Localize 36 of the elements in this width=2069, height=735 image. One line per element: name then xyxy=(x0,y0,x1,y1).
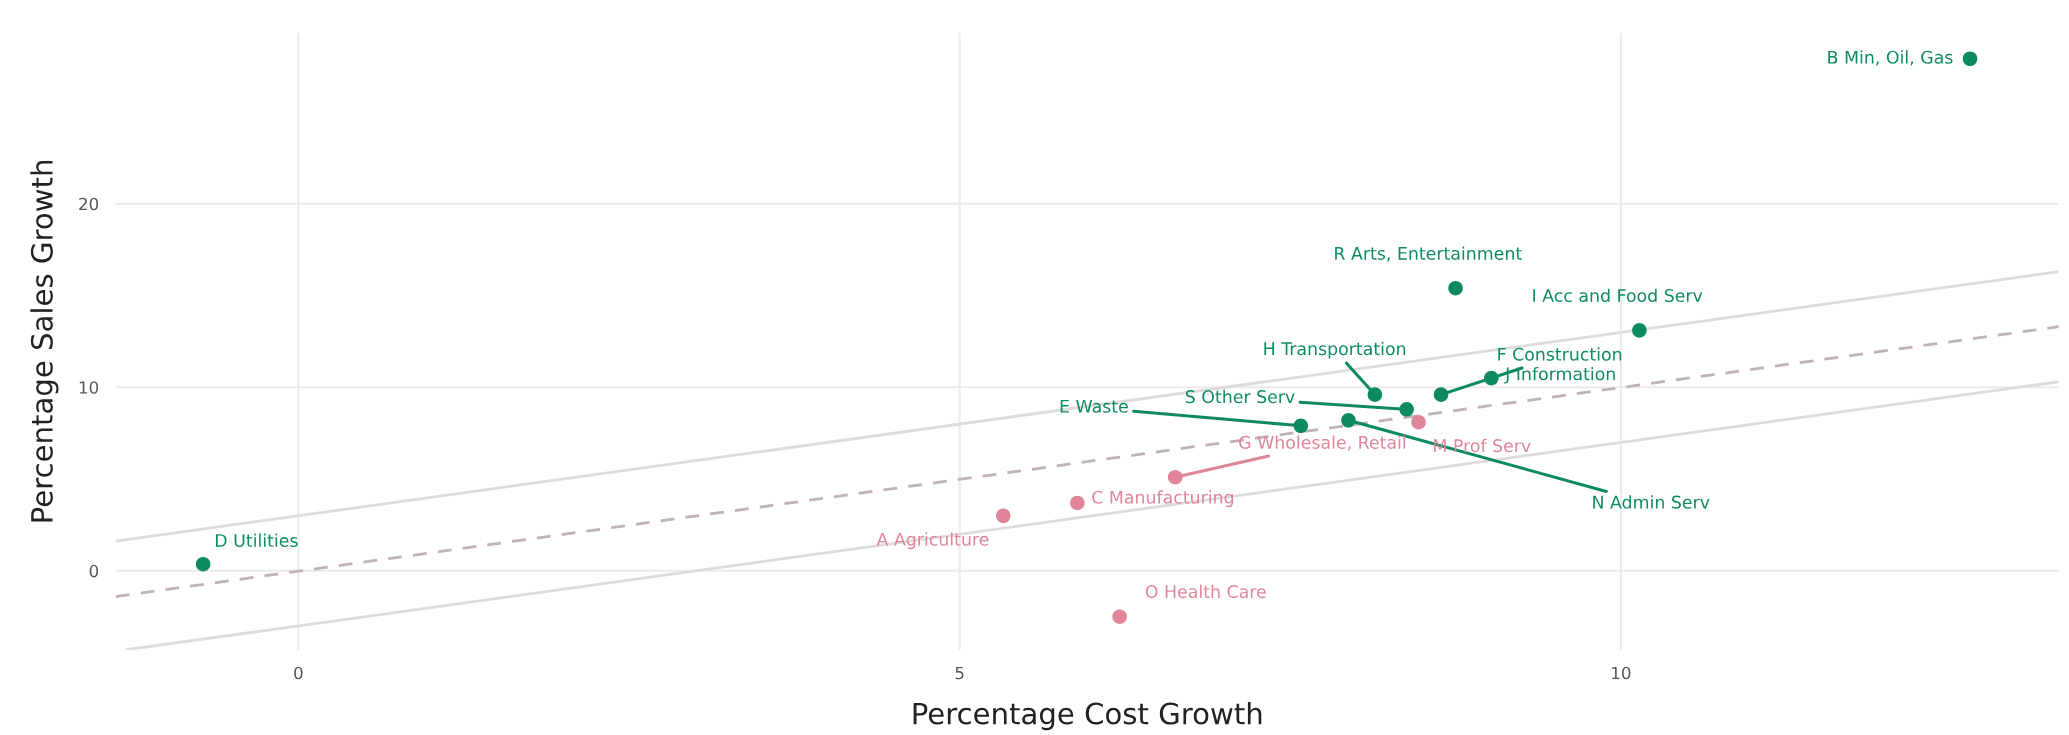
data-label: F Construction xyxy=(1498,347,1622,361)
x-axis-title: Percentage Cost Growth xyxy=(913,701,1262,731)
point xyxy=(195,556,211,572)
point xyxy=(1433,387,1449,402)
data-label: G Wholesale, Retail xyxy=(1239,435,1406,451)
data-label: S Other Serv xyxy=(1185,389,1295,404)
point xyxy=(996,508,1011,524)
x-tick-label: 5 xyxy=(955,666,964,680)
x-tick-label: 0 xyxy=(294,666,303,680)
point xyxy=(1411,414,1426,430)
data-label: E Waste xyxy=(1060,399,1128,413)
data-label: O Health Care xyxy=(1145,584,1266,599)
point xyxy=(1632,323,1647,338)
y-tick-label: 20 xyxy=(79,197,99,211)
data-label: M Prof Serv xyxy=(1434,438,1531,453)
data-label: N Admin Serv xyxy=(1593,495,1710,509)
point xyxy=(1293,418,1309,434)
data-label: R Arts, Entertainment xyxy=(1335,246,1522,262)
data-label: B Min, Oil, Gas xyxy=(1828,50,1953,66)
point xyxy=(1448,280,1463,296)
point xyxy=(1399,402,1414,417)
point xyxy=(1070,495,1085,511)
point xyxy=(1112,609,1127,624)
data-label: A Agriculture xyxy=(876,532,989,550)
y-tick-label: 10 xyxy=(79,381,99,394)
x-tick-label: 10 xyxy=(1612,666,1631,680)
point xyxy=(1367,387,1383,402)
data-label: D Utilities xyxy=(215,533,298,548)
point xyxy=(1962,51,1978,67)
point xyxy=(1341,413,1356,428)
point xyxy=(1167,469,1183,485)
data-label: C Manufacturing xyxy=(1092,490,1234,508)
data-label: H Transportation xyxy=(1264,341,1406,359)
data-label: I Acc and Food Serv xyxy=(1533,288,1703,303)
y-axis-title: Percentage Sales Growth xyxy=(30,161,59,522)
y-tick-label: 0 xyxy=(89,564,99,578)
